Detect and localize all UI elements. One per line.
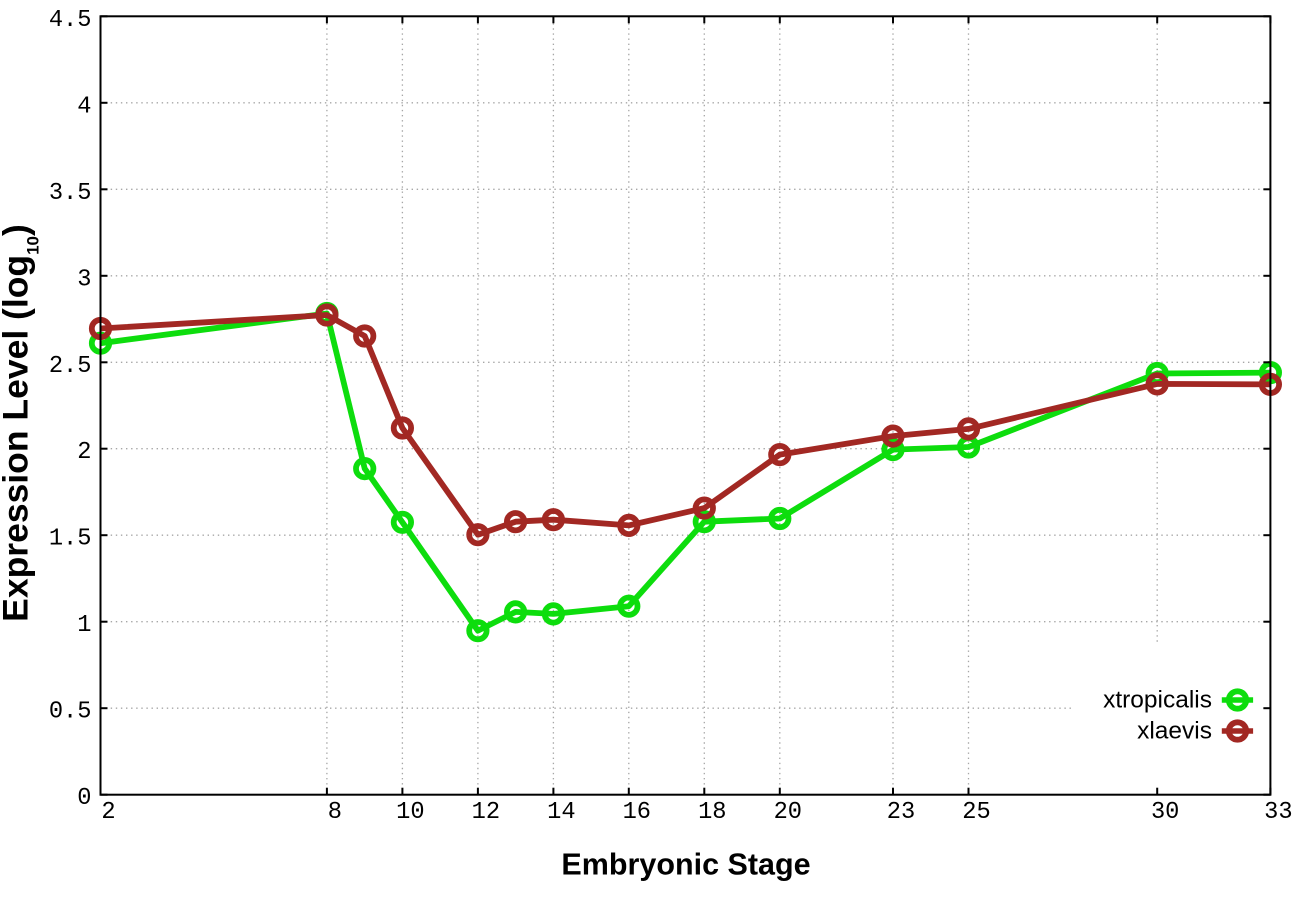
svg-text:Embryonic Stage: Embryonic Stage	[561, 848, 810, 882]
svg-text:4.5: 4.5	[49, 7, 92, 34]
svg-text:18: 18	[698, 799, 726, 826]
svg-text:Expression Level (log10): Expression Level (log10)	[0, 224, 43, 622]
svg-text:20: 20	[774, 799, 802, 826]
svg-text:16: 16	[623, 799, 651, 826]
svg-text:25: 25	[962, 799, 990, 826]
svg-text:0: 0	[77, 785, 91, 812]
svg-text:12: 12	[472, 799, 500, 826]
svg-text:1: 1	[77, 612, 91, 639]
svg-text:3: 3	[77, 266, 91, 293]
svg-text:33: 33	[1264, 799, 1292, 826]
svg-text:2: 2	[101, 799, 115, 826]
svg-text:23: 23	[887, 799, 915, 826]
svg-text:10: 10	[396, 799, 424, 826]
svg-text:2: 2	[77, 439, 91, 466]
svg-text:2.5: 2.5	[49, 353, 92, 380]
svg-text:14: 14	[547, 799, 575, 826]
svg-text:4: 4	[77, 93, 91, 120]
svg-text:3.5: 3.5	[49, 180, 92, 207]
svg-text:0.5: 0.5	[49, 699, 92, 726]
svg-text:30: 30	[1151, 799, 1179, 826]
svg-text:1.5: 1.5	[49, 526, 92, 553]
svg-text:8: 8	[328, 799, 342, 826]
svg-text:xlaevis: xlaevis	[1137, 718, 1212, 745]
svg-text:xtropicalis: xtropicalis	[1103, 687, 1212, 714]
